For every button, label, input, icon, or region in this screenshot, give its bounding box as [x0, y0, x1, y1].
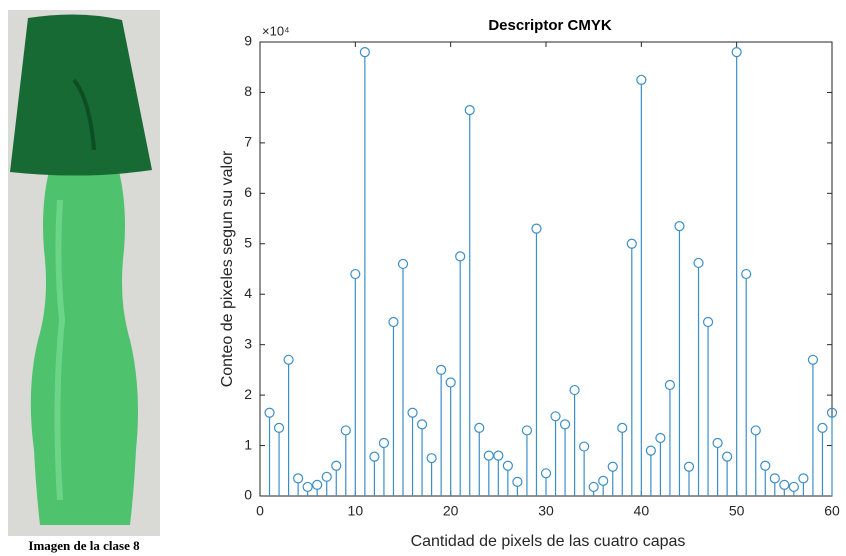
stem-marker [273, 422, 285, 433]
stem-marker [464, 104, 475, 116]
stem-marker [693, 257, 704, 269]
stem-marker [550, 411, 561, 422]
x-tick-label: 10 [348, 503, 364, 519]
stem-marker [636, 74, 647, 85]
x-axis-label: Cantidad de pixels de las cuatro capas [411, 533, 686, 550]
stem-marker [378, 437, 390, 449]
bottle-photo: Imagen de la clase 8 [8, 10, 160, 553]
stem-marker [579, 441, 590, 452]
stem-marker [617, 422, 628, 433]
stem-marker [416, 419, 428, 430]
stem-marker [750, 425, 761, 436]
stem-marker [293, 473, 304, 484]
stem-marker [588, 481, 599, 493]
y-multiplier: ×10⁴ [262, 23, 290, 38]
y-tick-label: 9 [244, 33, 252, 49]
stem-marker [455, 251, 466, 262]
stem-marker [798, 473, 809, 484]
stem-marker [559, 419, 571, 430]
stem-marker [683, 461, 695, 472]
stem-marker [702, 316, 714, 328]
stem-marker [607, 461, 618, 472]
stem-marker [483, 450, 494, 461]
stem-marker [512, 476, 523, 487]
stem-marker [493, 450, 504, 461]
stem-marker [283, 354, 294, 365]
stem-marker [779, 479, 790, 491]
x-tick-label: 40 [634, 503, 650, 519]
stem-marker [645, 445, 656, 456]
stem-marker [712, 437, 723, 449]
stem-marker [569, 384, 580, 396]
stem-marker [340, 425, 351, 436]
stem-marker [722, 451, 733, 462]
x-tick-label: 60 [824, 503, 840, 519]
stem-marker [598, 475, 609, 486]
stem-marker [626, 238, 637, 249]
y-tick-label: 1 [244, 436, 252, 452]
chart-title: Descriptor CMYK [488, 17, 612, 34]
x-tick-label: 30 [538, 503, 554, 519]
stem-marker [312, 479, 323, 491]
stem-marker [302, 481, 313, 493]
stem-marker [321, 471, 332, 482]
image-caption: Imagen de la clase 8 [28, 538, 140, 553]
stem-marker [826, 407, 838, 418]
stem-marker [369, 451, 380, 462]
x-tick-label: 20 [443, 503, 459, 519]
y-tick-label: 5 [244, 234, 252, 250]
stem-marker [540, 468, 552, 479]
stem-marker [359, 46, 370, 58]
stem-marker [397, 258, 409, 270]
stem-marker [436, 364, 447, 375]
stem-marker [502, 460, 513, 471]
y-tick-label: 3 [244, 335, 252, 351]
stem-marker [445, 377, 456, 388]
stem-marker [407, 407, 418, 418]
stem-marker [731, 46, 742, 58]
stem-marker [664, 379, 676, 391]
stem-marker [350, 268, 361, 280]
stem-marker [521, 425, 533, 436]
stem-marker [531, 223, 542, 234]
y-tick-label: 0 [244, 487, 252, 503]
stem-marker [817, 422, 828, 433]
y-tick-label: 2 [244, 386, 252, 402]
stem-marker [788, 481, 799, 493]
stem-marker [769, 473, 780, 484]
y-tick-label: 7 [244, 134, 252, 150]
stem-marker [388, 316, 399, 328]
stem-marker [426, 453, 437, 464]
stem-marker [674, 221, 685, 232]
x-tick-label: 0 [256, 503, 264, 519]
stem-marker [331, 460, 342, 471]
stem-marker [264, 407, 275, 418]
stem-marker [474, 422, 485, 433]
stem-marker [655, 432, 666, 444]
stem-marker [760, 460, 771, 471]
y-axis-label: Conteo de pixeles segun su valor [219, 150, 236, 387]
y-tick-label: 4 [244, 285, 252, 301]
x-tick-label: 50 [729, 503, 745, 519]
stem-marker [807, 354, 819, 365]
y-tick-label: 6 [244, 184, 252, 200]
stem-marker [741, 268, 752, 280]
y-tick-label: 8 [244, 83, 252, 99]
